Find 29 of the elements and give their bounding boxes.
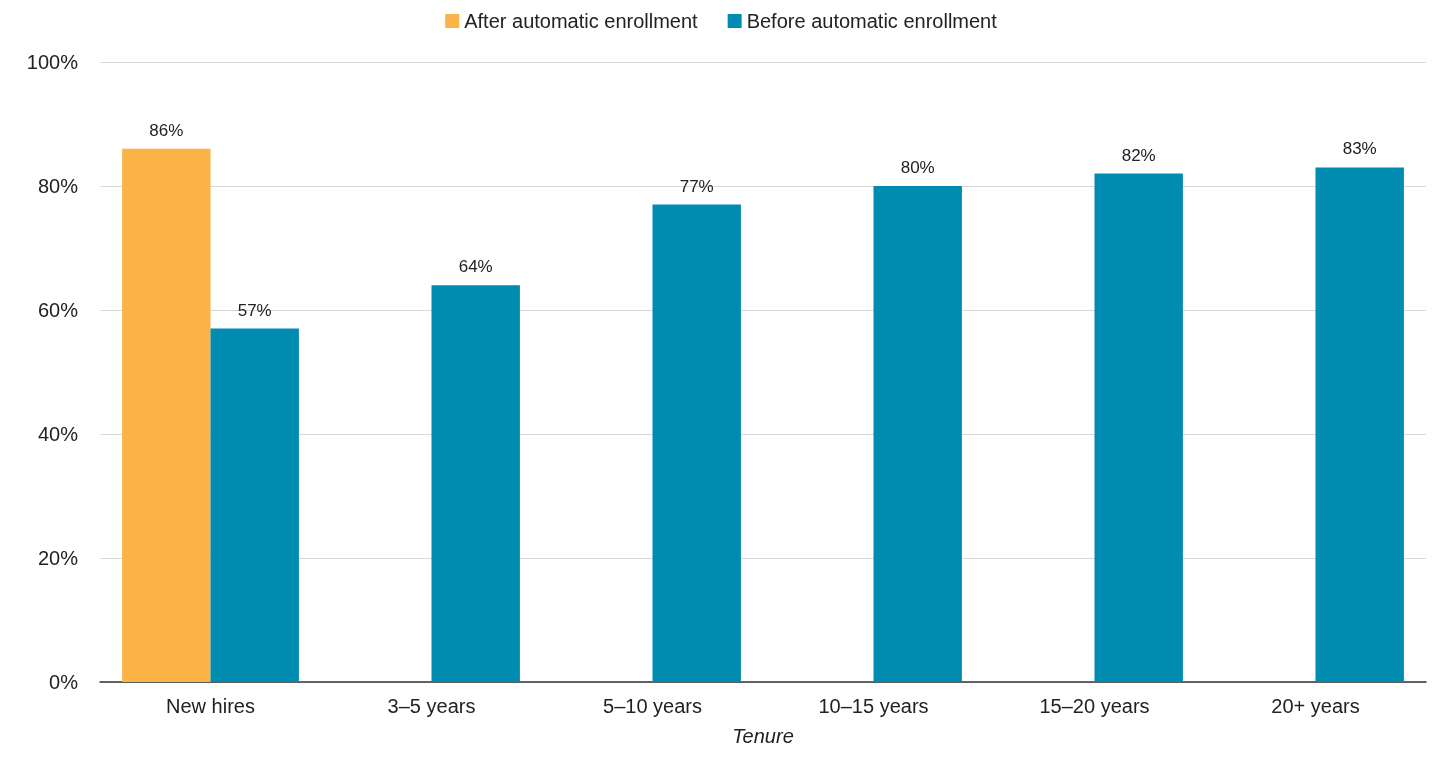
data-label: 77% xyxy=(679,176,714,196)
y-tick-label: 40% xyxy=(37,423,79,445)
x-axis-title: Tenure xyxy=(732,725,794,747)
x-tick-label: 10–15 years xyxy=(818,695,929,717)
x-tick-label: 3–5 years xyxy=(387,695,476,717)
x-tick-label: New hires xyxy=(166,695,255,717)
data-label: 83% xyxy=(1342,139,1377,159)
bar xyxy=(1315,167,1404,682)
x-tick-label: 20+ years xyxy=(1271,695,1360,717)
legend-label: Before automatic enrollment xyxy=(746,10,998,32)
bar xyxy=(431,285,520,682)
data-label: 57% xyxy=(237,300,272,320)
bar xyxy=(1094,173,1183,682)
legend-label: After automatic enrollment xyxy=(464,10,699,32)
bar xyxy=(122,148,211,682)
y-tick-label: 0% xyxy=(49,671,79,693)
y-tick-label: 60% xyxy=(37,299,79,321)
bar xyxy=(873,186,962,682)
bar xyxy=(652,204,741,682)
y-tick-label: 20% xyxy=(37,547,79,569)
x-tick-label: 5–10 years xyxy=(603,695,702,717)
data-label: 82% xyxy=(1121,145,1156,165)
bar xyxy=(210,328,299,682)
data-label: 86% xyxy=(149,120,184,140)
data-label: 64% xyxy=(458,257,493,277)
x-tick-label: 15–20 years xyxy=(1039,695,1150,717)
y-tick-label: 100% xyxy=(26,51,79,73)
y-tick-label: 80% xyxy=(37,175,79,197)
data-label: 80% xyxy=(900,158,935,177)
